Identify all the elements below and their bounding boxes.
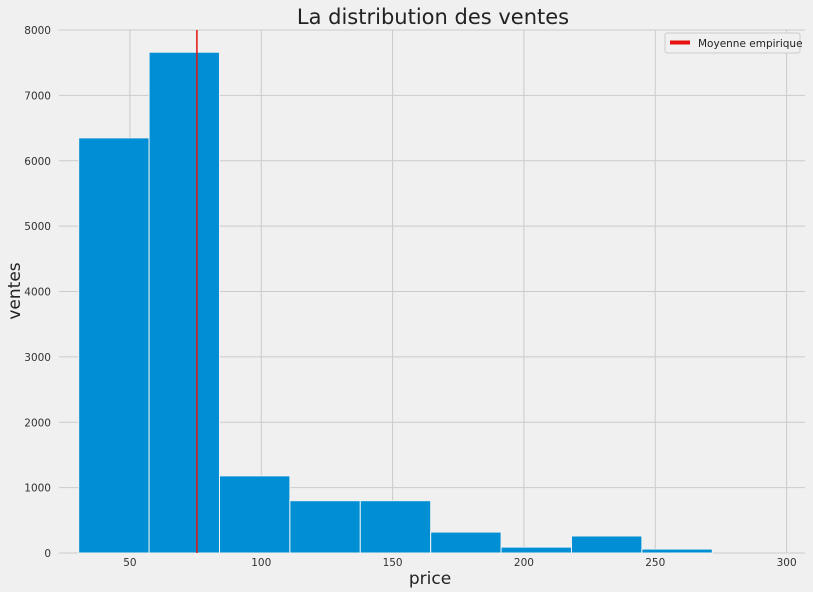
histogram-bar [289, 500, 361, 554]
histogram-bar [430, 531, 502, 554]
x-tick-label: 50 [123, 557, 136, 569]
y-ticks: 0 1000 2000 3000 4000 5000 6000 7000 8000 [24, 25, 51, 560]
legend-label-mean: Moyenne empirique [698, 38, 803, 50]
y-axis-label: ventes [5, 262, 25, 319]
chart-title: La distribution des ventes [297, 5, 569, 29]
legend-box [664, 32, 801, 54]
histogram-bar [359, 500, 432, 554]
y-tick-label: 6000 [24, 156, 51, 168]
histogram-bar [218, 475, 291, 554]
x-tick-label: 250 [645, 557, 665, 569]
y-tick-label: 1000 [24, 483, 51, 495]
histogram-bar [500, 546, 572, 554]
x-tick-label: 150 [383, 557, 403, 569]
histogram-bar [641, 548, 713, 554]
x-tick-label: 100 [251, 557, 271, 569]
y-tick-label: 7000 [24, 90, 51, 102]
y-tick-label: 4000 [24, 287, 51, 299]
y-tick-label: 3000 [24, 352, 51, 364]
histogram-bar [148, 51, 220, 554]
histogram-bar [78, 137, 150, 554]
bars [78, 51, 713, 554]
y-tick-label: 8000 [24, 25, 51, 37]
histogram-bar [570, 535, 643, 554]
x-tick-label: 300 [777, 557, 797, 569]
y-tick-label: 0 [44, 548, 51, 560]
legend: Moyenne empirique [664, 32, 803, 54]
x-ticks: 50 100 150 200 250 300 [123, 557, 796, 569]
y-tick-label: 5000 [24, 221, 51, 233]
x-axis-label: price [409, 569, 451, 589]
x-tick-label: 200 [514, 557, 534, 569]
y-tick-label: 2000 [24, 417, 51, 429]
